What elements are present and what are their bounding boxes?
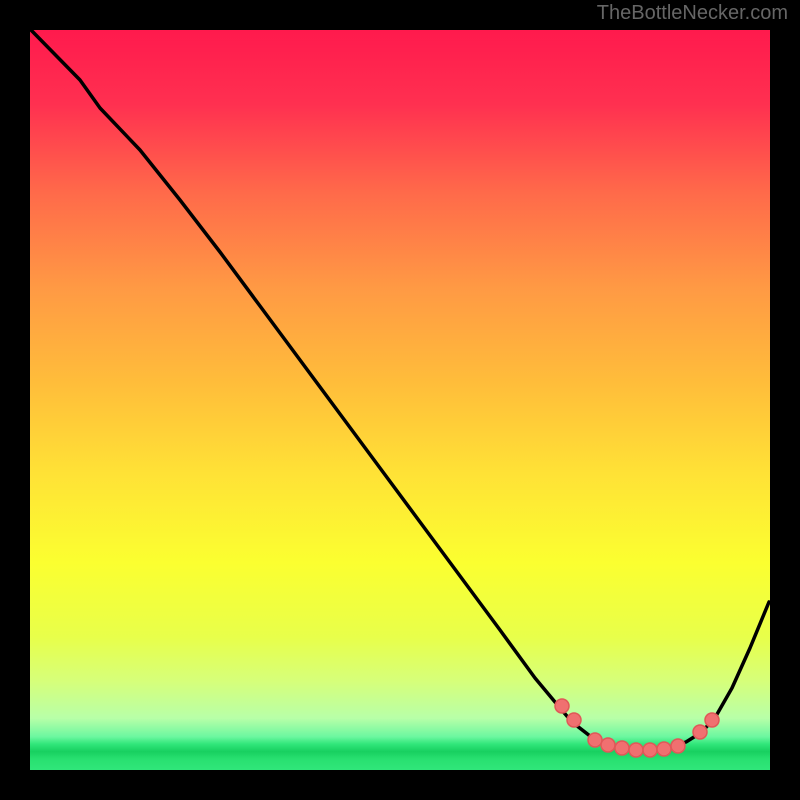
bottleneck-chart <box>0 0 800 800</box>
curve-marker <box>615 741 629 755</box>
curve-marker <box>567 713 581 727</box>
chart-root <box>0 0 800 800</box>
curve-marker <box>601 738 615 752</box>
curve-marker <box>705 713 719 727</box>
attribution-text: TheBottleNecker.com <box>597 2 788 25</box>
curve-marker <box>643 743 657 757</box>
curve-marker <box>657 742 671 756</box>
curve-marker <box>693 725 707 739</box>
gradient-background <box>30 30 770 770</box>
curve-marker <box>588 733 602 747</box>
curve-marker <box>555 699 569 713</box>
curve-marker <box>671 739 685 753</box>
curve-marker <box>629 743 643 757</box>
